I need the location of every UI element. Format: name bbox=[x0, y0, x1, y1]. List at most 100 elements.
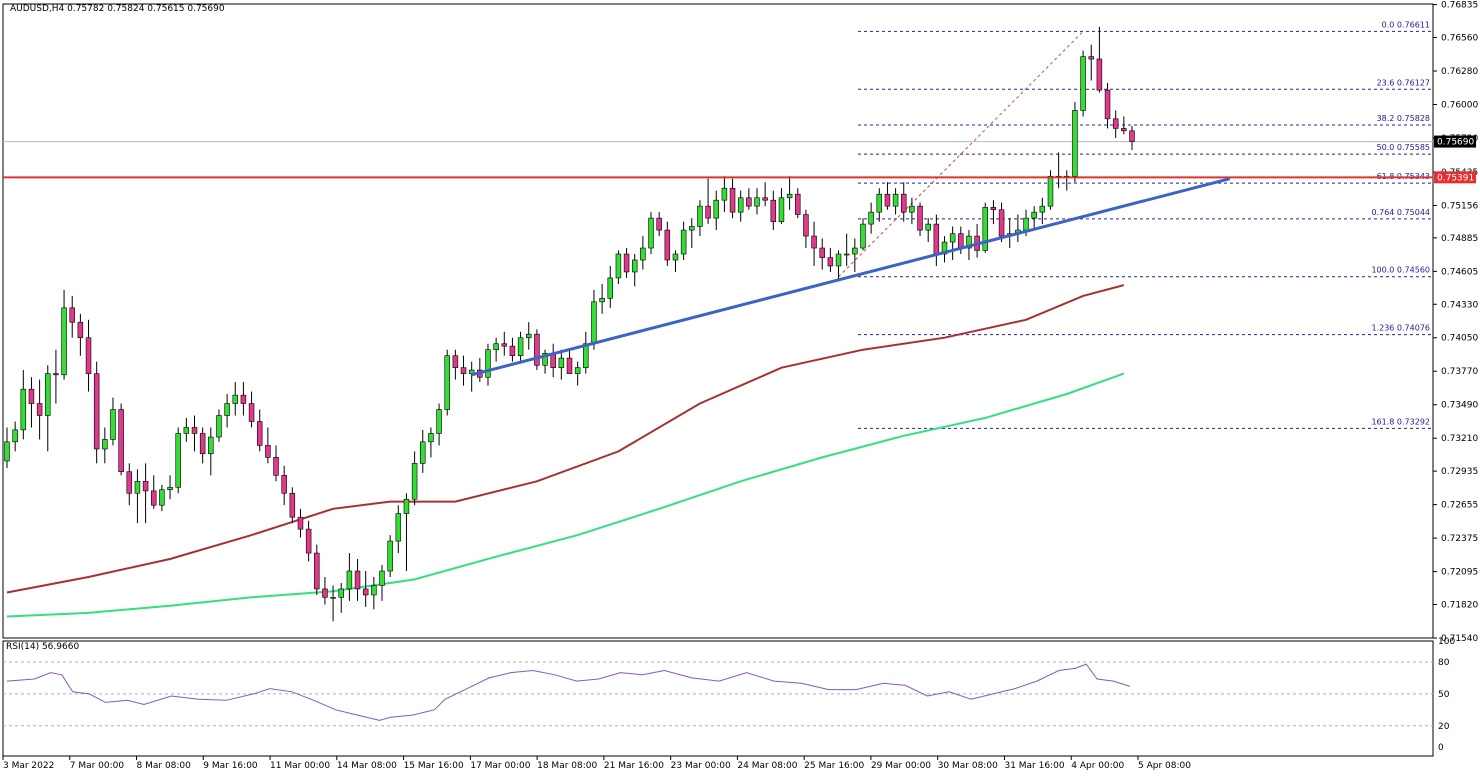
candle-body bbox=[835, 253, 842, 267]
candle-body bbox=[672, 253, 679, 261]
candle-body bbox=[900, 193, 907, 213]
candle-body bbox=[501, 343, 508, 347]
candle-body bbox=[656, 217, 662, 231]
time-tick-label: 7 Mar 00:00 bbox=[70, 761, 125, 771]
candle-body bbox=[517, 337, 524, 356]
candle-body bbox=[1104, 89, 1111, 120]
candle-body bbox=[142, 480, 149, 492]
candle-body bbox=[256, 421, 263, 446]
candle-body bbox=[183, 427, 190, 434]
candle-body bbox=[322, 588, 328, 598]
price-tick-label: 0.76560 bbox=[1441, 33, 1478, 43]
candle-body bbox=[966, 235, 972, 249]
price-tick-label: 0.74330 bbox=[1441, 300, 1478, 310]
candle-body bbox=[159, 489, 165, 506]
candle-body bbox=[460, 367, 467, 374]
rsi-panel-frame bbox=[2, 640, 1434, 757]
candle-body bbox=[126, 471, 133, 494]
candle-body bbox=[876, 193, 883, 213]
candle-body bbox=[1047, 175, 1054, 207]
price-tick-label: 0.76835 bbox=[1441, 1, 1478, 11]
price-tick-label: 0.72375 bbox=[1441, 534, 1478, 544]
rsi-tick-label: 80 bbox=[1438, 658, 1450, 668]
time-tick-label: 29 Mar 00:00 bbox=[871, 761, 931, 771]
candle-body bbox=[697, 205, 703, 227]
candle-body bbox=[281, 475, 287, 494]
candle-body bbox=[754, 197, 760, 207]
candle-body bbox=[615, 253, 622, 279]
candle-body bbox=[990, 207, 997, 211]
time-tick-label: 21 Mar 16:00 bbox=[604, 761, 664, 771]
current-price-tag-label: 0.75690 bbox=[1437, 138, 1474, 148]
candle-body bbox=[868, 211, 874, 225]
price-tick-label: 0.74050 bbox=[1441, 334, 1478, 344]
candle-body bbox=[69, 307, 75, 323]
time-tick-label: 25 Mar 16:00 bbox=[804, 761, 864, 771]
time-tick-label: 8 Mar 08:00 bbox=[137, 761, 192, 771]
fib-level-label: 38.2 0.75828 bbox=[1377, 114, 1430, 123]
candle-body bbox=[1072, 110, 1078, 177]
candle-body bbox=[762, 197, 768, 201]
candle-body bbox=[167, 486, 173, 490]
candle-body bbox=[444, 355, 450, 410]
support-trendline bbox=[471, 177, 1231, 377]
candle-body bbox=[240, 394, 247, 404]
candle-body bbox=[208, 436, 214, 455]
candle-body bbox=[191, 427, 198, 434]
candle-body bbox=[770, 199, 777, 223]
candle-body bbox=[705, 205, 711, 219]
sma200-line bbox=[6, 372, 1125, 618]
candle-body bbox=[346, 570, 353, 590]
candle-body bbox=[591, 301, 597, 345]
time-tick-label: 18 Mar 08:00 bbox=[537, 761, 597, 771]
candle-body bbox=[998, 209, 1005, 237]
price-tick-label: 0.72935 bbox=[1441, 467, 1478, 477]
candle-body bbox=[265, 445, 271, 458]
symbol-header: AUDUSD,H4 0.75782 0.75824 0.75615 0.7569… bbox=[10, 4, 225, 14]
candle-body bbox=[631, 259, 638, 273]
candle-body bbox=[958, 233, 964, 249]
candle-body bbox=[85, 337, 92, 374]
candle-body bbox=[509, 345, 516, 356]
candle-body bbox=[224, 403, 230, 416]
candle-body bbox=[1080, 56, 1086, 111]
candle-body bbox=[542, 352, 548, 366]
candle-body bbox=[819, 247, 825, 258]
candle-body bbox=[199, 433, 206, 455]
rsi-tick-label: 100 bbox=[1438, 637, 1455, 647]
candle-body bbox=[45, 373, 51, 416]
candle-body bbox=[982, 207, 989, 251]
fib-level-label: 1.236 0.74076 bbox=[1371, 324, 1430, 333]
candle-body bbox=[485, 349, 491, 378]
rsi-line bbox=[6, 663, 1131, 721]
candle-body bbox=[599, 297, 605, 303]
candle-body bbox=[362, 588, 369, 596]
price-tick-label: 0.76000 bbox=[1441, 100, 1478, 110]
candle-body bbox=[232, 394, 239, 404]
candle-body bbox=[933, 223, 940, 255]
rsi-header: RSI(14) 56.9660 bbox=[6, 642, 80, 652]
candle-body bbox=[61, 307, 67, 376]
candle-body bbox=[827, 257, 834, 267]
time-tick-label: 23 Mar 00:00 bbox=[671, 761, 731, 771]
candle-body bbox=[411, 463, 418, 500]
price-tick-label: 0.73210 bbox=[1441, 434, 1478, 444]
candle-body bbox=[566, 357, 573, 374]
rsi-tick-label: 0 bbox=[1438, 743, 1444, 753]
candle-body bbox=[648, 217, 654, 249]
candle-body bbox=[436, 409, 442, 434]
time-tick-label: 11 Mar 00:00 bbox=[270, 761, 330, 771]
candle-body bbox=[737, 197, 744, 213]
price-tick-label: 0.73490 bbox=[1441, 401, 1478, 411]
candle-body bbox=[949, 233, 956, 243]
candle-body bbox=[273, 457, 279, 476]
candle-body bbox=[860, 223, 866, 249]
candle-body bbox=[289, 492, 296, 518]
candle-body bbox=[134, 480, 141, 494]
candle-body bbox=[892, 193, 899, 207]
candle-body bbox=[110, 409, 116, 440]
candle-body bbox=[420, 441, 426, 464]
sma100-line bbox=[6, 284, 1125, 594]
candle-body bbox=[4, 441, 10, 462]
